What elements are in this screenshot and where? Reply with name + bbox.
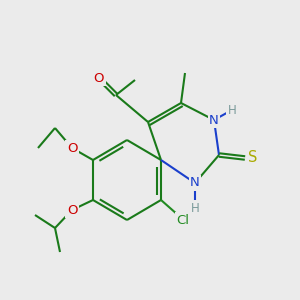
Text: S: S: [248, 151, 258, 166]
Text: H: H: [228, 103, 236, 116]
Text: O: O: [94, 71, 104, 85]
Text: Cl: Cl: [176, 214, 190, 226]
Text: N: N: [190, 176, 200, 190]
Text: H: H: [190, 202, 200, 214]
Text: O: O: [67, 203, 77, 217]
Text: O: O: [67, 142, 77, 154]
Text: N: N: [209, 113, 219, 127]
